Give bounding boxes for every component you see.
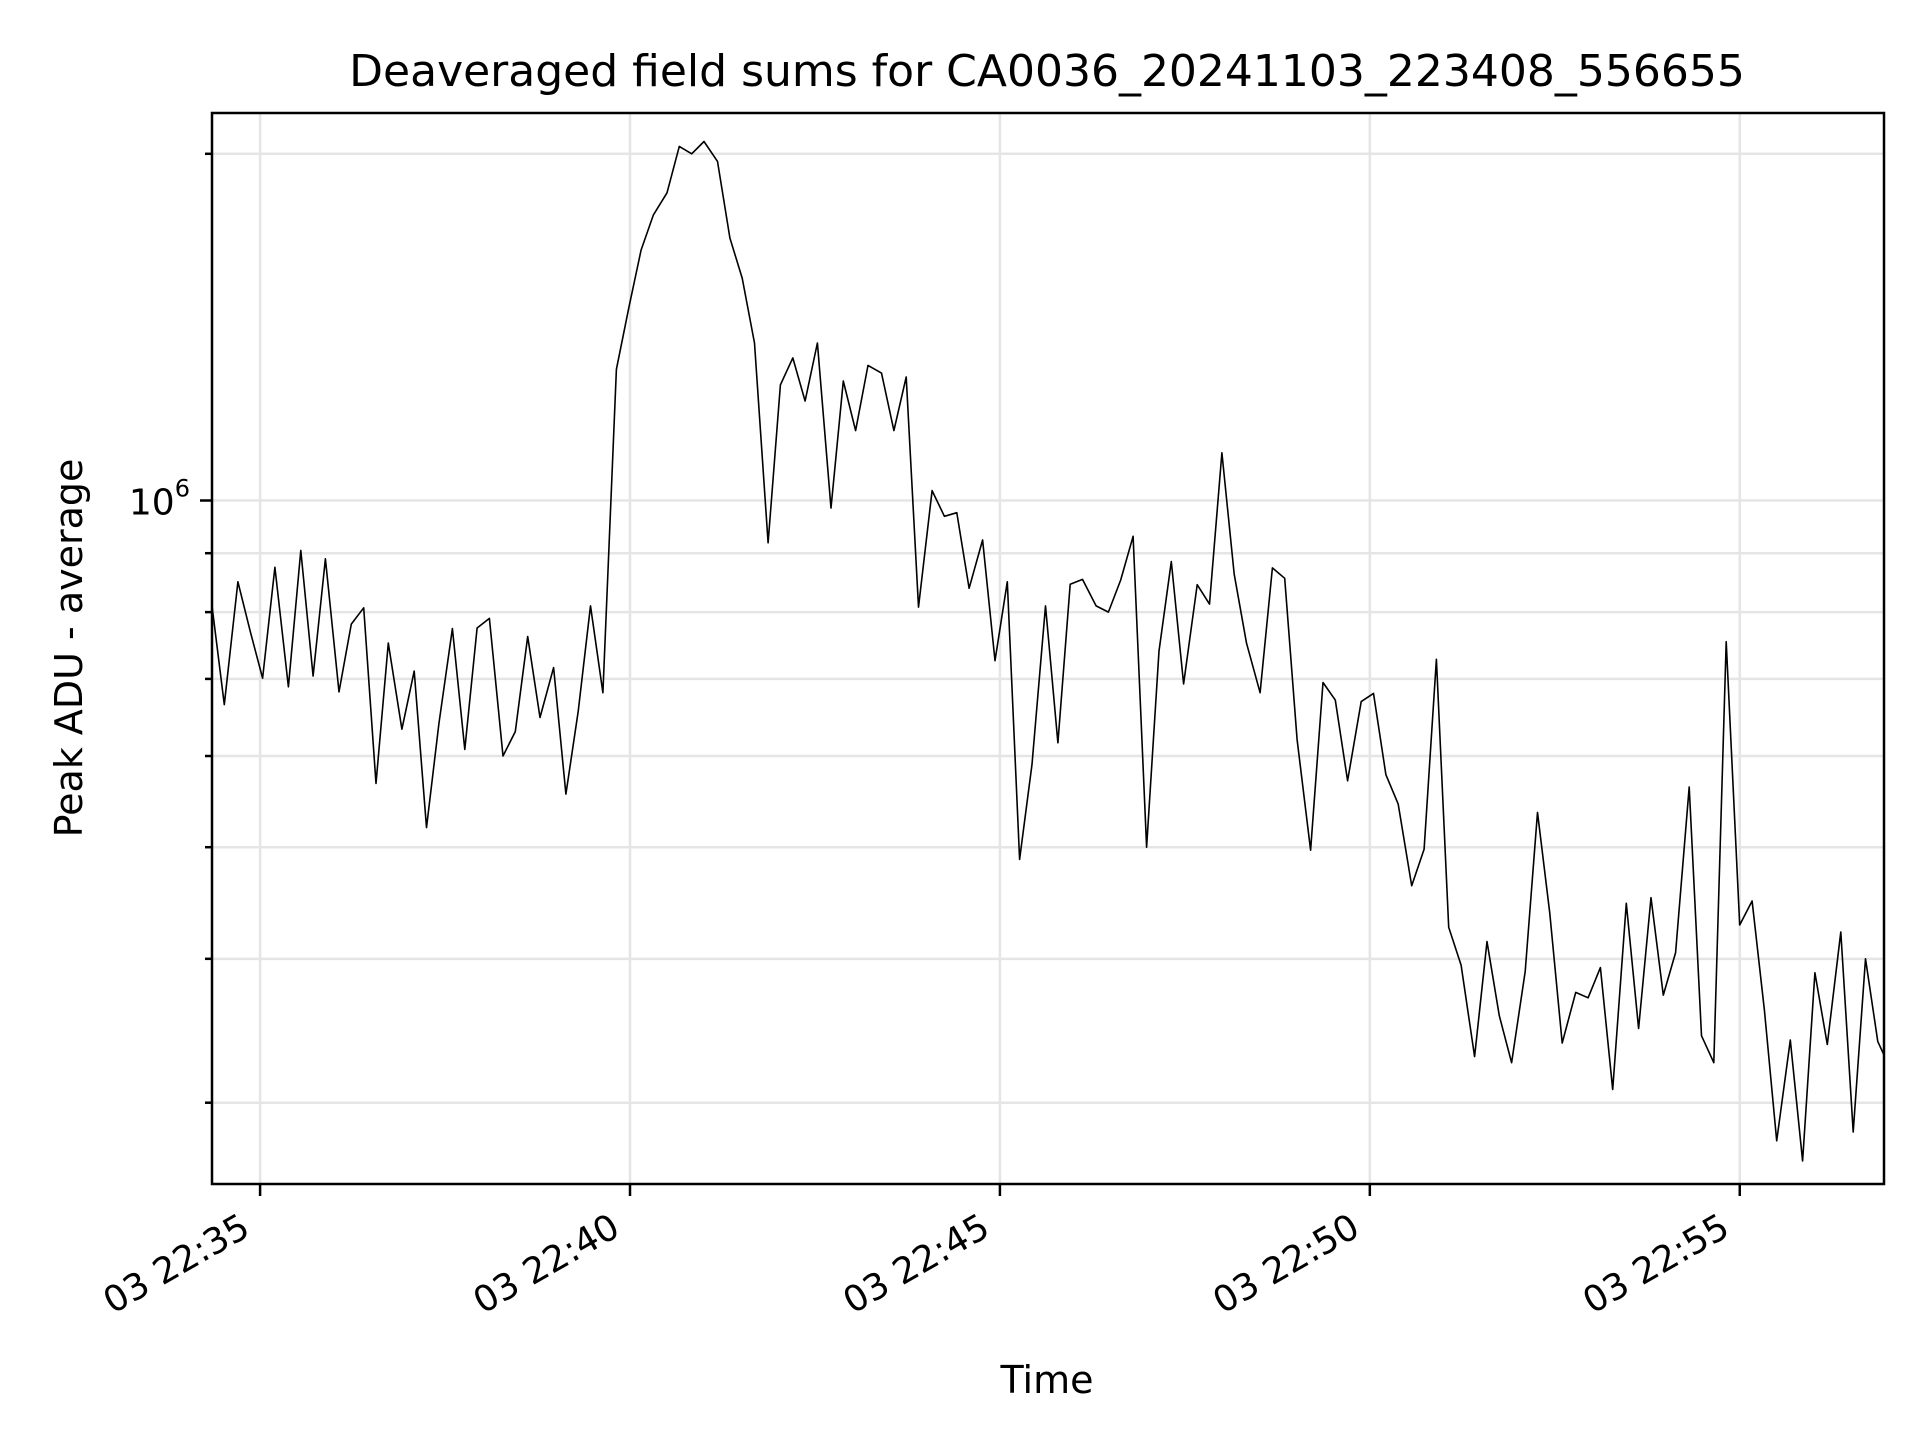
series-layer [211,140,1885,1162]
grid-lines [212,113,1884,1184]
plot-frame [210,111,1886,1186]
y-tick-label: 106 [129,475,190,524]
x-axis-label: Time [1000,1358,1094,1402]
series-line [211,140,1885,1162]
chart-title: Deaveraged field sums for CA0036_2024110… [349,46,1745,97]
y-axis-label: Peak ADU - average [47,459,91,838]
